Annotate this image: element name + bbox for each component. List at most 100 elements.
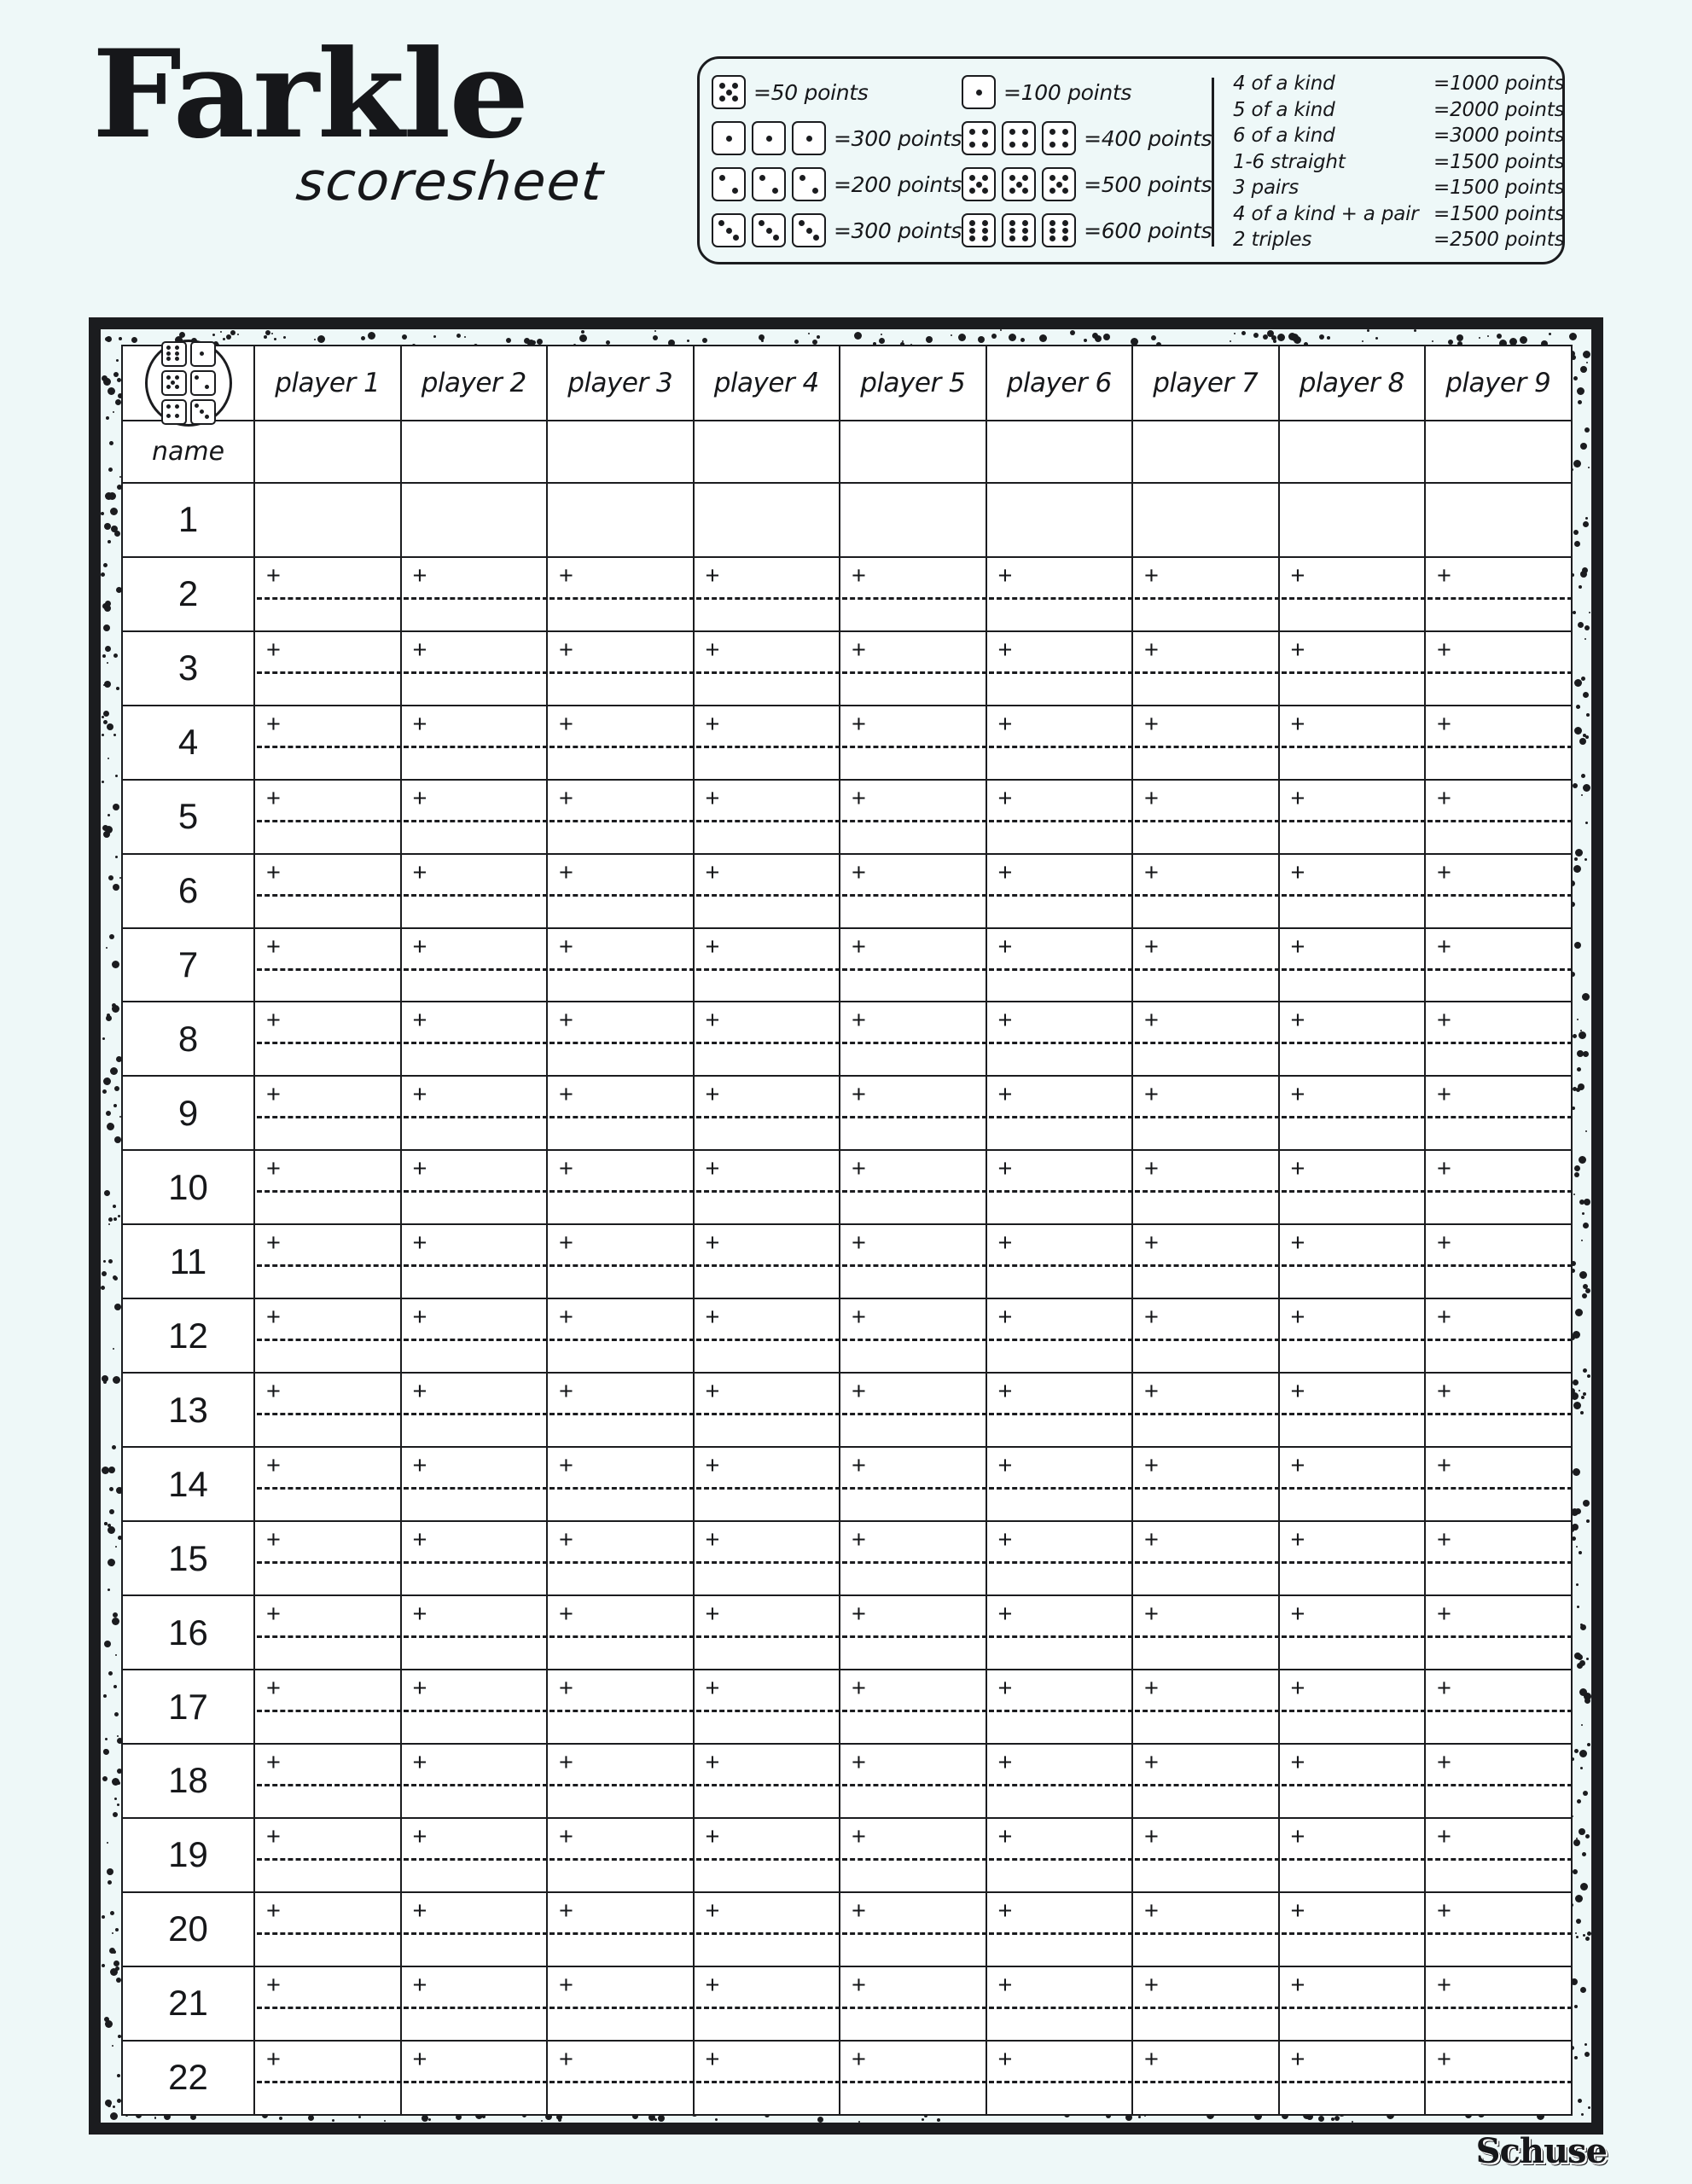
score-cell-r14-p6[interactable]: + xyxy=(985,1446,1133,1523)
score-cell-r21-p7[interactable]: + xyxy=(1131,1965,1280,2042)
score-cell-r20-p9[interactable]: + xyxy=(1424,1891,1573,1967)
score-cell-r22-p3[interactable]: + xyxy=(546,2039,695,2117)
score-cell-r1-p6[interactable] xyxy=(985,481,1133,558)
score-cell-r10-p8[interactable]: + xyxy=(1277,1149,1426,1226)
score-cell-r17-p7[interactable]: + xyxy=(1131,1669,1280,1745)
player-name-input-1[interactable] xyxy=(253,420,402,484)
score-cell-r6-p4[interactable]: + xyxy=(692,852,840,929)
score-cell-r11-p4[interactable]: + xyxy=(692,1223,840,1300)
score-cell-r22-p7[interactable]: + xyxy=(1131,2039,1280,2117)
score-cell-r11-p2[interactable]: + xyxy=(399,1223,548,1300)
score-cell-r16-p2[interactable]: + xyxy=(399,1594,548,1671)
score-cell-r14-p3[interactable]: + xyxy=(546,1446,695,1523)
score-cell-r9-p5[interactable]: + xyxy=(839,1075,987,1152)
score-cell-r14-p5[interactable]: + xyxy=(839,1446,987,1523)
score-cell-r10-p9[interactable]: + xyxy=(1424,1149,1573,1226)
score-cell-r7-p3[interactable]: + xyxy=(546,926,695,1003)
score-cell-r19-p4[interactable]: + xyxy=(692,1816,840,1893)
score-cell-r18-p1[interactable]: + xyxy=(253,1743,402,1819)
score-cell-r11-p1[interactable]: + xyxy=(253,1223,402,1300)
score-cell-r19-p5[interactable]: + xyxy=(839,1816,987,1893)
score-cell-r8-p9[interactable]: + xyxy=(1424,1001,1573,1077)
score-cell-r16-p4[interactable]: + xyxy=(692,1594,840,1671)
score-cell-r18-p8[interactable]: + xyxy=(1277,1743,1426,1819)
score-cell-r22-p1[interactable]: + xyxy=(253,2039,402,2117)
score-cell-r19-p3[interactable]: + xyxy=(546,1816,695,1893)
score-cell-r7-p5[interactable]: + xyxy=(839,926,987,1003)
score-cell-r16-p7[interactable]: + xyxy=(1131,1594,1280,1671)
score-cell-r10-p1[interactable]: + xyxy=(253,1149,402,1226)
score-cell-r15-p1[interactable]: + xyxy=(253,1520,402,1597)
score-cell-r21-p3[interactable]: + xyxy=(546,1965,695,2042)
score-cell-r4-p8[interactable]: + xyxy=(1277,704,1426,781)
score-cell-r21-p8[interactable]: + xyxy=(1277,1965,1426,2042)
score-cell-r8-p3[interactable]: + xyxy=(546,1001,695,1077)
score-cell-r13-p3[interactable]: + xyxy=(546,1372,695,1449)
score-cell-r6-p5[interactable]: + xyxy=(839,852,987,929)
score-cell-r4-p5[interactable]: + xyxy=(839,704,987,781)
score-cell-r11-p5[interactable]: + xyxy=(839,1223,987,1300)
score-cell-r10-p2[interactable]: + xyxy=(399,1149,548,1226)
score-cell-r9-p3[interactable]: + xyxy=(546,1075,695,1152)
score-cell-r13-p9[interactable]: + xyxy=(1424,1372,1573,1449)
score-cell-r18-p2[interactable]: + xyxy=(399,1743,548,1819)
player-name-input-3[interactable] xyxy=(546,420,695,484)
score-cell-r18-p5[interactable]: + xyxy=(839,1743,987,1819)
score-cell-r7-p9[interactable]: + xyxy=(1424,926,1573,1003)
score-cell-r17-p6[interactable]: + xyxy=(985,1669,1133,1745)
score-cell-r12-p7[interactable]: + xyxy=(1131,1298,1280,1374)
score-cell-r1-p3[interactable] xyxy=(546,481,695,558)
score-cell-r19-p2[interactable]: + xyxy=(399,1816,548,1893)
score-cell-r16-p8[interactable]: + xyxy=(1277,1594,1426,1671)
score-cell-r12-p5[interactable]: + xyxy=(839,1298,987,1374)
score-cell-r13-p2[interactable]: + xyxy=(399,1372,548,1449)
score-cell-r13-p6[interactable]: + xyxy=(985,1372,1133,1449)
player-name-input-2[interactable] xyxy=(399,420,548,484)
score-cell-r4-p2[interactable]: + xyxy=(399,704,548,781)
score-cell-r2-p2[interactable]: + xyxy=(399,555,548,632)
score-cell-r5-p4[interactable]: + xyxy=(692,778,840,855)
score-cell-r7-p1[interactable]: + xyxy=(253,926,402,1003)
score-cell-r18-p7[interactable]: + xyxy=(1131,1743,1280,1819)
score-cell-r18-p4[interactable]: + xyxy=(692,1743,840,1819)
score-cell-r3-p2[interactable]: + xyxy=(399,630,548,706)
score-cell-r3-p5[interactable]: + xyxy=(839,630,987,706)
player-name-input-7[interactable] xyxy=(1131,420,1280,484)
score-cell-r9-p8[interactable]: + xyxy=(1277,1075,1426,1152)
player-name-input-4[interactable] xyxy=(692,420,840,484)
score-cell-r17-p5[interactable]: + xyxy=(839,1669,987,1745)
score-cell-r2-p9[interactable]: + xyxy=(1424,555,1573,632)
score-cell-r20-p5[interactable]: + xyxy=(839,1891,987,1967)
score-cell-r22-p8[interactable]: + xyxy=(1277,2039,1426,2117)
score-cell-r7-p4[interactable]: + xyxy=(692,926,840,1003)
score-cell-r15-p2[interactable]: + xyxy=(399,1520,548,1597)
score-cell-r12-p8[interactable]: + xyxy=(1277,1298,1426,1374)
score-cell-r4-p6[interactable]: + xyxy=(985,704,1133,781)
score-cell-r14-p2[interactable]: + xyxy=(399,1446,548,1523)
score-cell-r11-p6[interactable]: + xyxy=(985,1223,1133,1300)
score-cell-r17-p3[interactable]: + xyxy=(546,1669,695,1745)
score-cell-r9-p1[interactable]: + xyxy=(253,1075,402,1152)
score-cell-r6-p7[interactable]: + xyxy=(1131,852,1280,929)
score-cell-r14-p7[interactable]: + xyxy=(1131,1446,1280,1523)
score-cell-r17-p4[interactable]: + xyxy=(692,1669,840,1745)
score-cell-r8-p6[interactable]: + xyxy=(985,1001,1133,1077)
score-cell-r12-p6[interactable]: + xyxy=(985,1298,1133,1374)
score-cell-r8-p2[interactable]: + xyxy=(399,1001,548,1077)
score-cell-r16-p5[interactable]: + xyxy=(839,1594,987,1671)
score-cell-r13-p8[interactable]: + xyxy=(1277,1372,1426,1449)
player-name-input-6[interactable] xyxy=(985,420,1133,484)
score-cell-r15-p3[interactable]: + xyxy=(546,1520,695,1597)
score-cell-r17-p8[interactable]: + xyxy=(1277,1669,1426,1745)
score-cell-r6-p2[interactable]: + xyxy=(399,852,548,929)
score-cell-r22-p4[interactable]: + xyxy=(692,2039,840,2117)
score-cell-r15-p6[interactable]: + xyxy=(985,1520,1133,1597)
player-name-input-8[interactable] xyxy=(1277,420,1426,484)
score-cell-r21-p2[interactable]: + xyxy=(399,1965,548,2042)
score-cell-r12-p3[interactable]: + xyxy=(546,1298,695,1374)
score-cell-r8-p5[interactable]: + xyxy=(839,1001,987,1077)
score-cell-r1-p9[interactable] xyxy=(1424,481,1573,558)
score-cell-r10-p7[interactable]: + xyxy=(1131,1149,1280,1226)
score-cell-r3-p7[interactable]: + xyxy=(1131,630,1280,706)
score-cell-r10-p4[interactable]: + xyxy=(692,1149,840,1226)
